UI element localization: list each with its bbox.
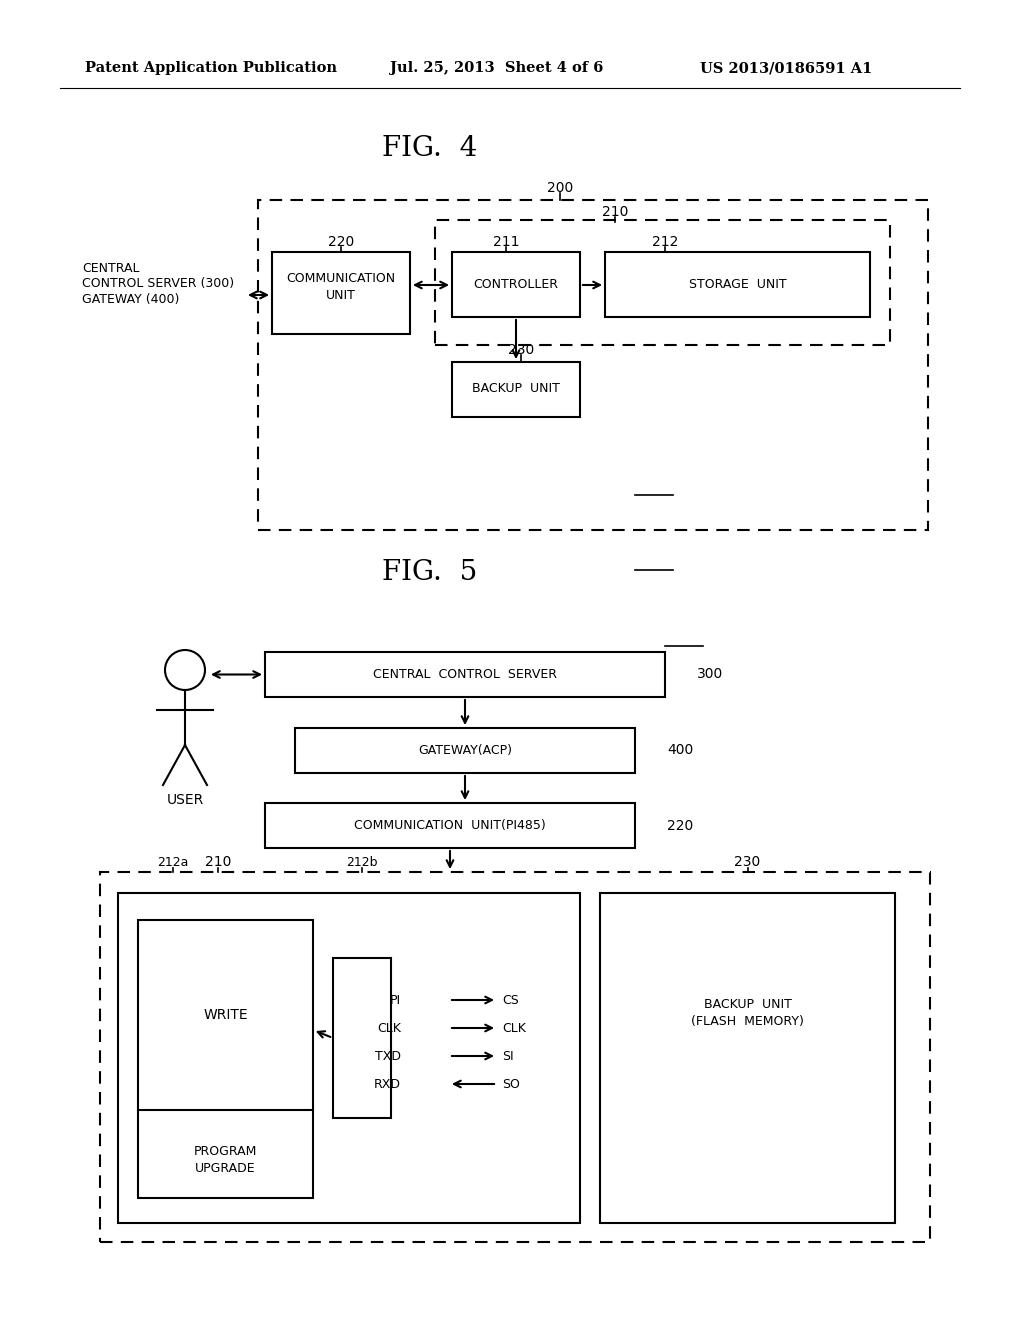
Text: GATEWAY (400): GATEWAY (400) <box>82 293 179 306</box>
Text: WRITE: WRITE <box>203 1008 248 1022</box>
Text: USER: USER <box>166 793 204 807</box>
Bar <box>118 894 580 1224</box>
Text: CLK: CLK <box>377 1022 401 1035</box>
Bar <box>600 894 895 1224</box>
Text: 220: 220 <box>328 235 354 249</box>
Text: 220: 220 <box>667 818 693 833</box>
Text: SO: SO <box>502 1077 520 1090</box>
Text: BACKUP  UNIT: BACKUP UNIT <box>472 383 560 396</box>
Text: CS: CS <box>502 994 519 1006</box>
Text: 200: 200 <box>547 181 573 195</box>
Text: 212b: 212b <box>346 855 378 869</box>
Text: FIG.  5: FIG. 5 <box>382 558 477 586</box>
Text: 212a: 212a <box>158 855 188 869</box>
Bar <box>265 652 665 697</box>
Bar <box>272 252 410 334</box>
Bar <box>333 958 391 1118</box>
Text: 210: 210 <box>205 855 231 869</box>
Bar <box>452 252 580 317</box>
Text: TXD: TXD <box>375 1049 401 1063</box>
Text: STORAGE  UNIT: STORAGE UNIT <box>689 277 786 290</box>
Text: US 2013/0186591 A1: US 2013/0186591 A1 <box>700 61 872 75</box>
Bar <box>452 362 580 417</box>
Bar <box>295 729 635 774</box>
Text: Patent Application Publication: Patent Application Publication <box>85 61 337 75</box>
Text: CENTRAL  CONTROL  SERVER: CENTRAL CONTROL SERVER <box>373 668 557 681</box>
Text: 230: 230 <box>734 855 761 869</box>
Text: Jul. 25, 2013  Sheet 4 of 6: Jul. 25, 2013 Sheet 4 of 6 <box>390 61 603 75</box>
Bar <box>138 920 313 1199</box>
Text: CLK: CLK <box>502 1022 526 1035</box>
Text: 300: 300 <box>697 668 723 681</box>
Text: CENTRAL: CENTRAL <box>82 261 139 275</box>
Text: GATEWAY(ACP): GATEWAY(ACP) <box>418 744 512 756</box>
Text: SI: SI <box>502 1049 514 1063</box>
Text: 210: 210 <box>602 205 628 219</box>
Bar <box>100 873 930 1242</box>
Bar <box>258 201 928 531</box>
Text: 212: 212 <box>652 235 678 249</box>
Text: BACKUP  UNIT
(FLASH  MEMORY): BACKUP UNIT (FLASH MEMORY) <box>691 998 804 1028</box>
Text: FIG.  4: FIG. 4 <box>382 135 477 161</box>
Text: CONTROL SERVER (300): CONTROL SERVER (300) <box>82 277 234 290</box>
Text: PROGRAM
UPGRADE: PROGRAM UPGRADE <box>194 1144 257 1175</box>
Bar <box>435 220 890 345</box>
Text: COMMUNICATION
UNIT: COMMUNICATION UNIT <box>287 272 395 302</box>
Text: PI: PI <box>390 994 401 1006</box>
Bar <box>265 803 635 847</box>
Text: RXD: RXD <box>374 1077 401 1090</box>
Text: 400: 400 <box>667 743 693 758</box>
Text: COMMUNICATION  UNIT(PI485): COMMUNICATION UNIT(PI485) <box>354 818 546 832</box>
Bar <box>605 252 870 317</box>
Text: CONTROLLER: CONTROLLER <box>473 277 558 290</box>
Text: 211: 211 <box>493 235 519 249</box>
Text: 230: 230 <box>508 343 535 356</box>
